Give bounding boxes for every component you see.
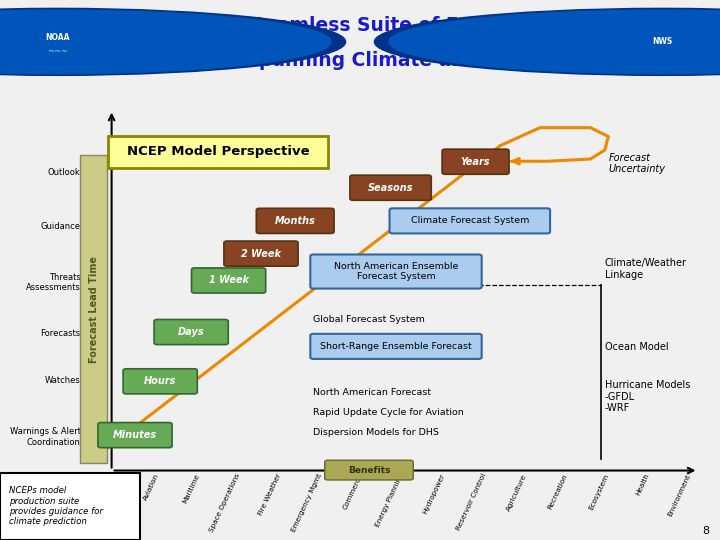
- Text: Short-Range Ensemble Forecast: Short-Range Ensemble Forecast: [320, 342, 472, 351]
- Text: Ecosystem: Ecosystem: [588, 473, 609, 511]
- Text: Environment: Environment: [666, 473, 691, 517]
- Text: ~~~: ~~~: [47, 48, 68, 56]
- Text: Life & Property: Life & Property: [91, 473, 119, 524]
- Circle shape: [0, 10, 331, 73]
- Text: Aviation: Aviation: [142, 473, 160, 502]
- Text: 8: 8: [702, 525, 709, 536]
- Text: NCEP Model Perspective: NCEP Model Perspective: [127, 145, 310, 158]
- Text: NOAA Seamless Suite of Forecast: NOAA Seamless Suite of Forecast: [184, 16, 536, 35]
- Text: Dispersion Models for DHS: Dispersion Models for DHS: [313, 428, 439, 437]
- Text: Fire Weather: Fire Weather: [258, 473, 282, 517]
- Text: Climate/Weather
Linkage: Climate/Weather Linkage: [605, 258, 687, 280]
- Text: Years: Years: [461, 157, 490, 167]
- Text: Threats
Assessments: Threats Assessments: [26, 273, 81, 292]
- Circle shape: [389, 10, 720, 73]
- Text: Months: Months: [275, 216, 315, 226]
- FancyBboxPatch shape: [325, 460, 413, 480]
- Text: NOAA: NOAA: [45, 33, 70, 42]
- Text: 2 Week: 2 Week: [241, 248, 281, 259]
- Text: Maritime: Maritime: [181, 473, 201, 504]
- Text: Climate Forecast System: Climate Forecast System: [410, 217, 529, 225]
- Circle shape: [374, 8, 720, 76]
- Text: Commerce: Commerce: [342, 473, 364, 511]
- FancyBboxPatch shape: [108, 136, 328, 168]
- Text: Forecast Lead Time: Forecast Lead Time: [89, 255, 99, 363]
- Text: Benefits: Benefits: [348, 465, 390, 475]
- Text: NCEPs model
production suite
provides guidance for
climate prediction: NCEPs model production suite provides gu…: [9, 487, 102, 526]
- Text: Days: Days: [178, 327, 204, 337]
- Circle shape: [0, 8, 346, 76]
- FancyBboxPatch shape: [154, 320, 228, 345]
- Text: NWS: NWS: [652, 37, 672, 46]
- Text: Rapid Update Cycle for Aviation: Rapid Update Cycle for Aviation: [313, 408, 464, 417]
- Text: North American Ensemble
Forecast System: North American Ensemble Forecast System: [334, 262, 458, 281]
- FancyBboxPatch shape: [442, 149, 509, 174]
- FancyBboxPatch shape: [123, 369, 197, 394]
- FancyBboxPatch shape: [310, 254, 482, 288]
- Text: Reservoir Control: Reservoir Control: [455, 473, 487, 532]
- FancyBboxPatch shape: [350, 175, 431, 200]
- Text: Minutes: Minutes: [113, 430, 157, 440]
- Text: Warnings & Alert
Coordination: Warnings & Alert Coordination: [9, 427, 81, 447]
- FancyBboxPatch shape: [390, 208, 550, 233]
- Text: Watches: Watches: [45, 376, 81, 386]
- Text: Global Forecast System: Global Forecast System: [313, 314, 425, 323]
- FancyBboxPatch shape: [80, 155, 107, 463]
- Text: Hydropower: Hydropower: [422, 473, 446, 515]
- Text: Hours: Hours: [144, 376, 176, 386]
- Text: North American Forecast: North American Forecast: [313, 388, 431, 396]
- FancyBboxPatch shape: [192, 268, 266, 293]
- FancyBboxPatch shape: [256, 208, 334, 233]
- Text: Guidance: Guidance: [40, 222, 81, 231]
- Text: Outlook: Outlook: [48, 168, 81, 177]
- Text: 1 Week: 1 Week: [209, 275, 248, 286]
- FancyBboxPatch shape: [310, 334, 482, 359]
- Text: Forecast
Uncertainty: Forecast Uncertainty: [608, 153, 665, 174]
- FancyBboxPatch shape: [98, 423, 172, 448]
- Text: Forecasts: Forecasts: [40, 329, 81, 339]
- Text: Space Operations: Space Operations: [209, 473, 241, 534]
- FancyBboxPatch shape: [0, 473, 140, 540]
- Text: Hurricane Models
-GFDL
-WRF: Hurricane Models -GFDL -WRF: [605, 380, 690, 413]
- Text: Ocean Model: Ocean Model: [605, 342, 668, 352]
- Text: Seasons: Seasons: [368, 183, 413, 193]
- Text: Products Spanning Climate and Weather: Products Spanning Climate and Weather: [145, 51, 575, 70]
- Text: Energy Planning: Energy Planning: [375, 473, 405, 528]
- Text: Recreation: Recreation: [546, 473, 569, 510]
- Text: Agriculture: Agriculture: [505, 473, 528, 512]
- Text: Health: Health: [635, 473, 650, 497]
- Text: Emergency Mgmt: Emergency Mgmt: [291, 473, 323, 533]
- FancyBboxPatch shape: [224, 241, 298, 266]
